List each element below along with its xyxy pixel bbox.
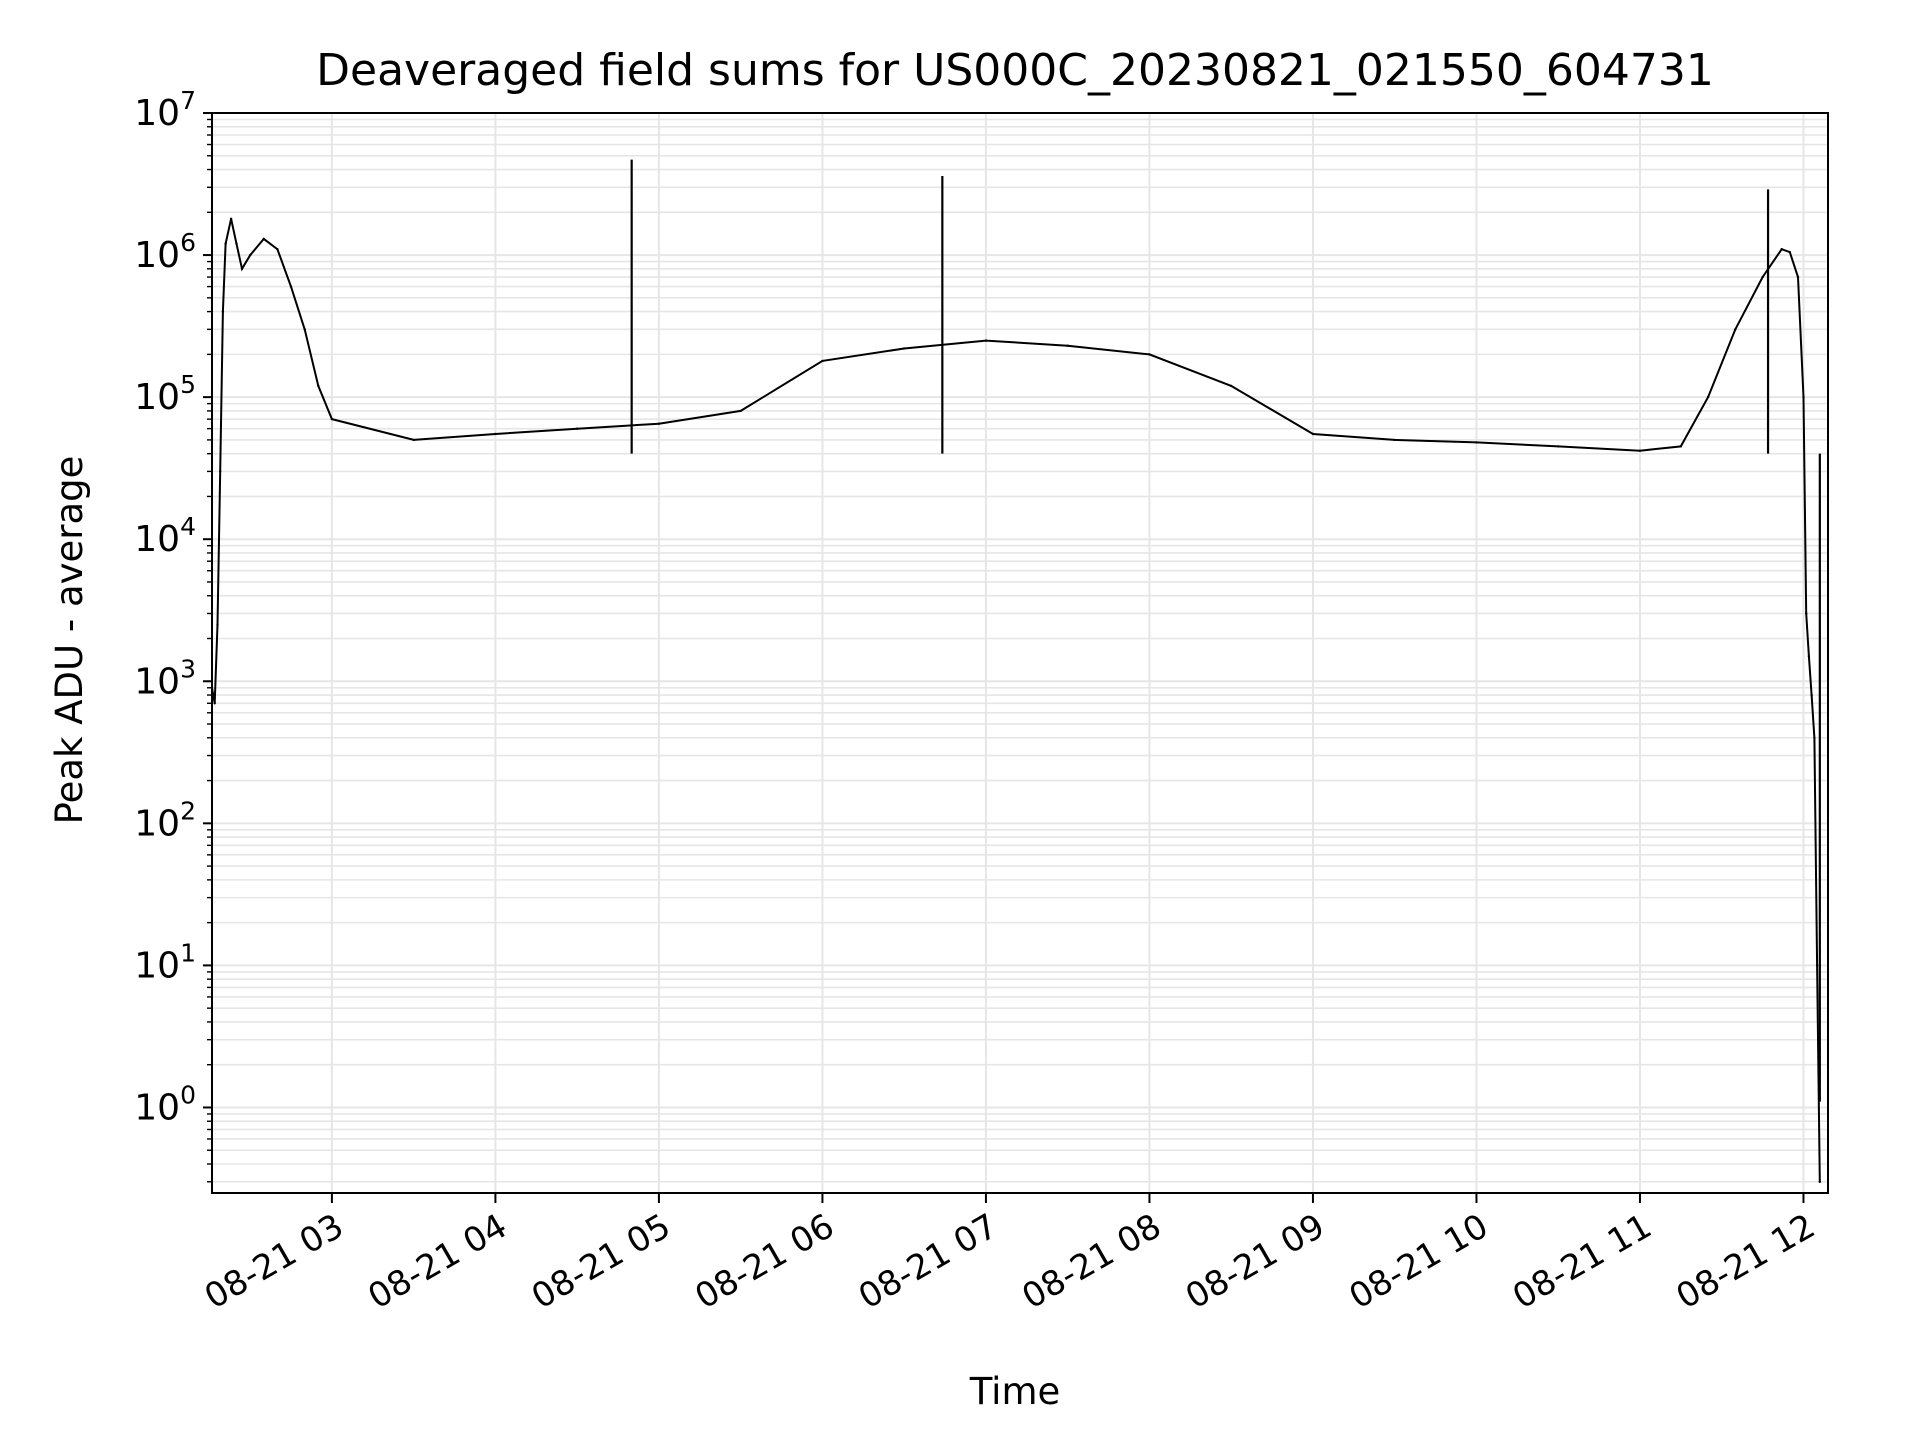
series-point <box>1475 441 1478 444</box>
series-point <box>235 242 238 245</box>
y-tick-base: 10 <box>134 803 180 844</box>
series-point <box>657 422 661 425</box>
series-point <box>412 438 415 442</box>
series-point <box>1810 693 1813 697</box>
series-point <box>219 470 222 473</box>
series-point <box>221 310 225 313</box>
grid-layer <box>212 112 1828 1193</box>
x-axis-label: Time <box>969 1370 1061 1413</box>
y-tick-exponent: 5 <box>180 370 196 399</box>
y-tick-label: 107 <box>134 86 196 134</box>
y-tick-label: 102 <box>134 796 196 844</box>
y-tick-base: 10 <box>134 661 180 702</box>
y-tick-base: 10 <box>134 235 180 276</box>
series-point <box>1311 432 1315 436</box>
y-tick-label: 101 <box>134 938 196 986</box>
series-point <box>1807 655 1811 658</box>
series-point <box>1780 248 1783 251</box>
series-point <box>1230 384 1233 388</box>
y-tick-label: 106 <box>134 228 196 276</box>
series-point <box>1557 445 1560 448</box>
series-point <box>303 328 306 331</box>
plot-frame <box>211 112 1829 1194</box>
x-tick-label: 08-21 07 <box>852 1206 1004 1317</box>
x-tick-label: 08-21 10 <box>1343 1206 1495 1317</box>
y-tick-base: 10 <box>134 377 180 418</box>
series-point <box>216 623 219 626</box>
x-tick-label: 08-21 09 <box>1179 1206 1331 1317</box>
chart-title: Deaveraged field sums for US000C_2023082… <box>316 45 1714 96</box>
series-line <box>211 218 1821 1182</box>
y-tick-exponent: 6 <box>180 228 196 257</box>
series-point <box>821 359 824 363</box>
tick-layer: 08-21 03 08-21 04 08-21 05 08-21 06 08-21 07… <box>134 86 1822 1317</box>
y-tick-exponent: 3 <box>180 654 196 683</box>
y-tick-base: 10 <box>134 519 180 560</box>
series-point <box>240 267 244 270</box>
series-point <box>289 285 293 288</box>
x-tick-label: 08-21 03 <box>198 1206 350 1317</box>
series-point <box>984 339 988 342</box>
y-tick-exponent: 1 <box>180 938 196 967</box>
series-point <box>1802 395 1805 399</box>
x-tick-label: 08-21 08 <box>1016 1206 1168 1317</box>
series-point <box>213 702 216 705</box>
y-tick-label: 100 <box>134 1080 196 1128</box>
y-tick-exponent: 4 <box>180 512 196 541</box>
series-point <box>262 237 265 241</box>
y-tick-label: 103 <box>134 654 196 702</box>
y-axis-label: Peak ADU - average <box>48 456 91 825</box>
series-point <box>330 417 334 421</box>
series-point <box>1805 612 1808 615</box>
y-tick-label: 105 <box>134 370 196 418</box>
series-point <box>1148 353 1151 356</box>
series-point <box>494 432 497 436</box>
y-tick-label: 104 <box>134 512 196 560</box>
series-point <box>229 217 233 220</box>
series-point <box>1788 250 1792 254</box>
series-point <box>1815 964 1819 967</box>
series-point <box>1796 275 1800 279</box>
series-point <box>1818 1180 1822 1184</box>
y-tick-base: 10 <box>134 945 180 986</box>
series-point <box>249 253 252 257</box>
series-point <box>1734 328 1737 331</box>
x-tick-label: 08-21 11 <box>1506 1206 1658 1317</box>
series-point <box>1706 395 1710 399</box>
series-point <box>1638 449 1642 452</box>
x-tick-label: 08-21 12 <box>1670 1206 1822 1317</box>
series-point <box>317 384 320 388</box>
x-tick-label: 08-21 04 <box>362 1206 514 1317</box>
x-tick-label: 08-21 06 <box>689 1206 841 1317</box>
y-tick-exponent: 2 <box>180 796 196 825</box>
y-tick-exponent: 0 <box>180 1080 196 1109</box>
x-tick-label: 08-21 05 <box>525 1206 677 1317</box>
series-point <box>1066 344 1069 347</box>
y-tick-base: 10 <box>134 1087 180 1128</box>
series-point <box>1813 736 1816 739</box>
series-point <box>739 409 742 413</box>
data-layer <box>210 159 1822 1184</box>
series-point <box>1679 445 1683 448</box>
y-tick-exponent: 7 <box>180 86 196 115</box>
series-point <box>576 427 579 430</box>
series-point <box>224 242 227 245</box>
series-point <box>1761 275 1764 279</box>
series-point <box>903 347 906 350</box>
y-tick-base: 10 <box>134 93 180 134</box>
series-point <box>1393 438 1396 442</box>
series-point <box>276 248 279 251</box>
